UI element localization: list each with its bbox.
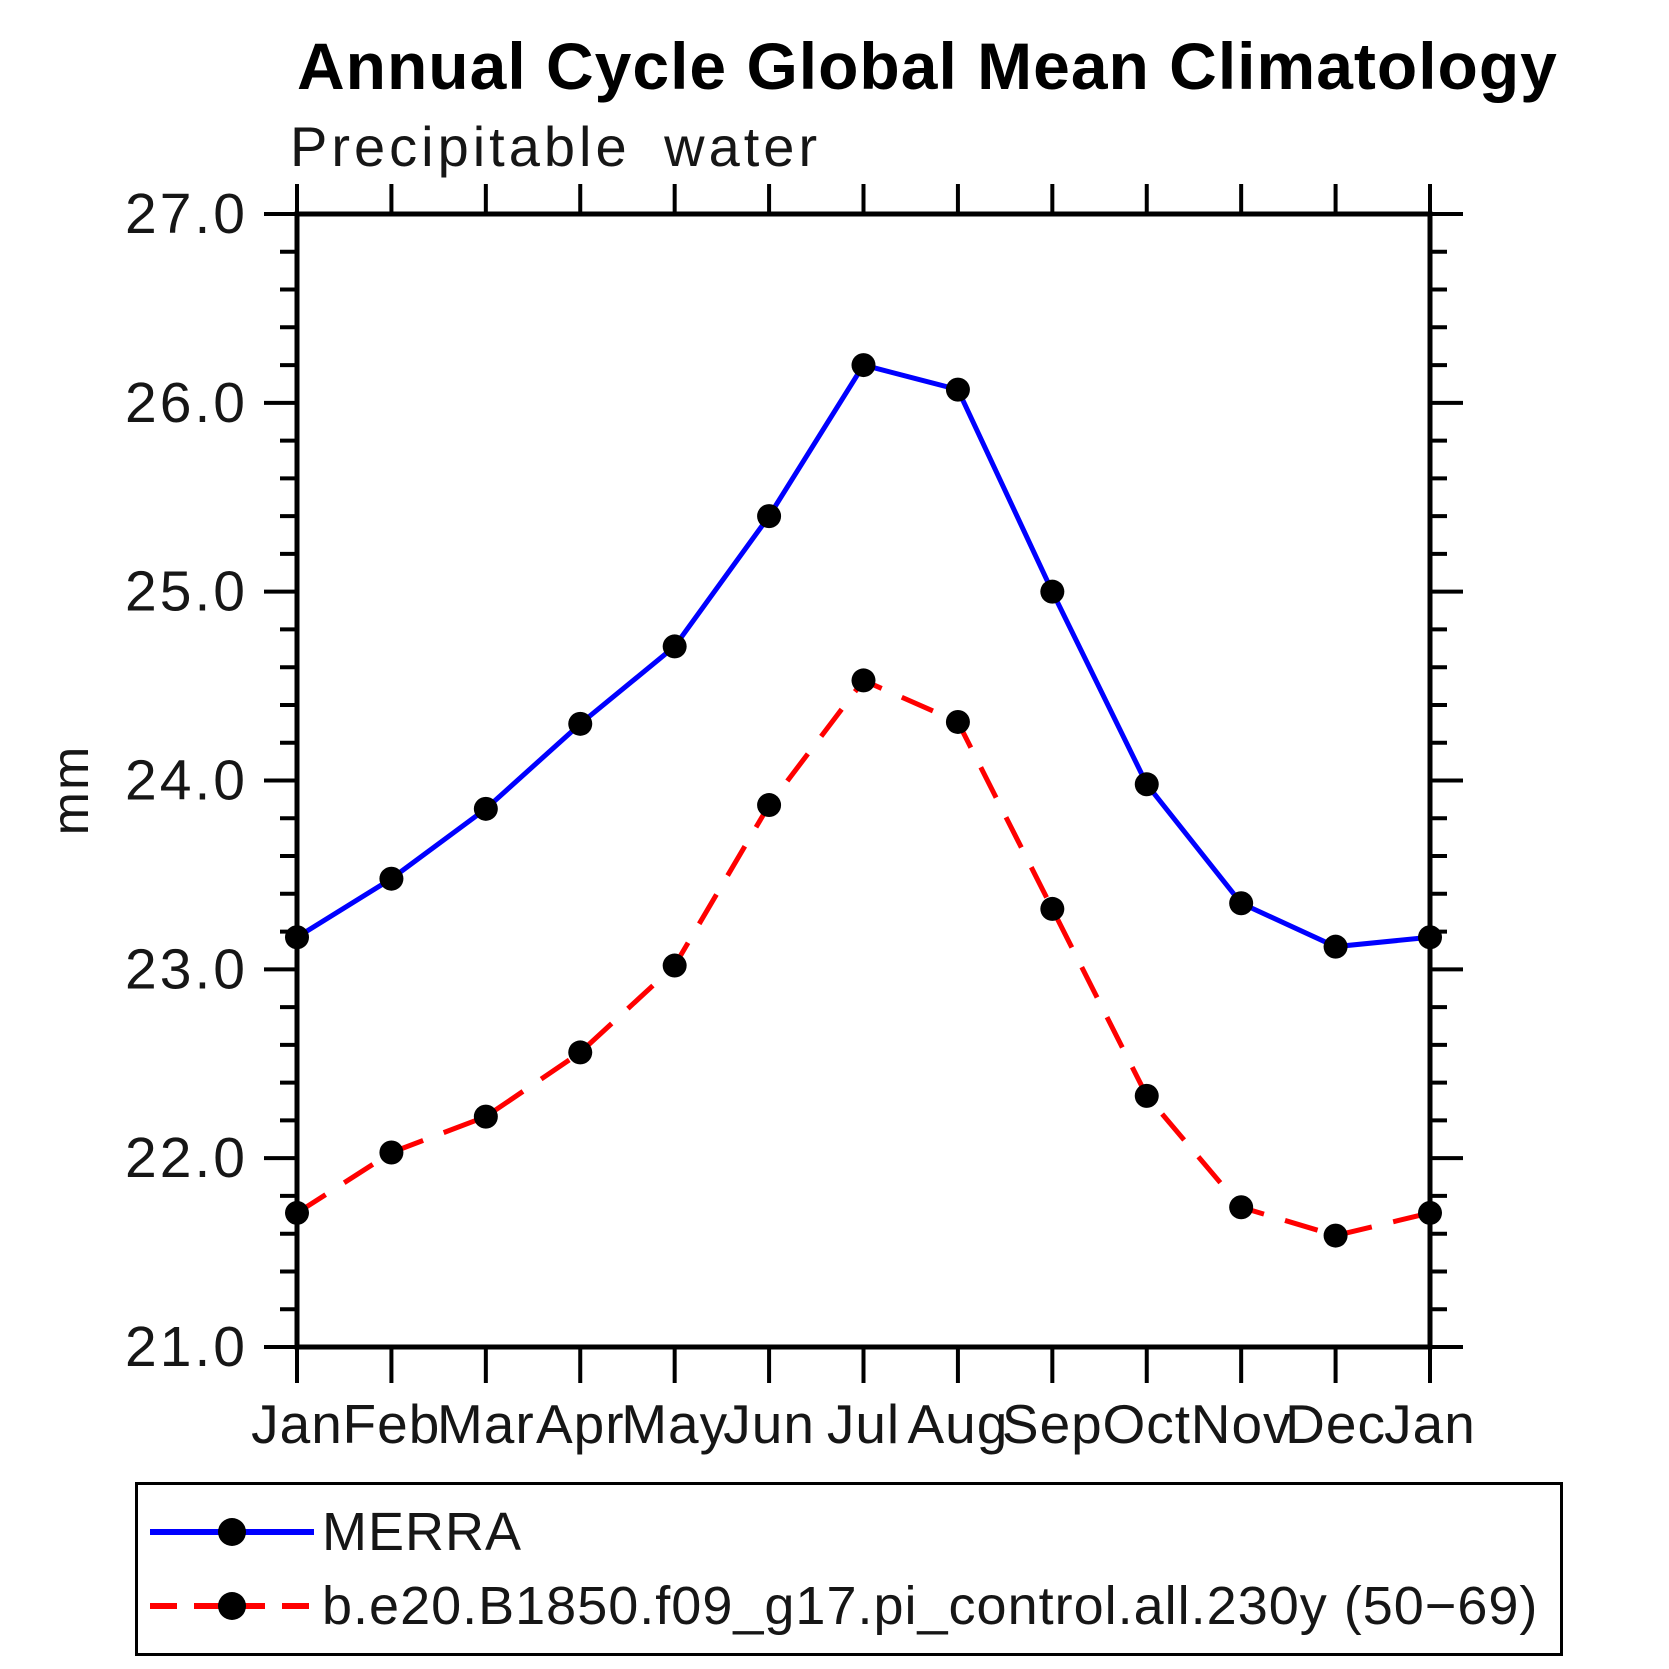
data-point — [662, 953, 687, 978]
y-tick-label: 23.0 — [125, 937, 248, 1001]
data-point — [851, 353, 876, 378]
legend-label-merra: MERRA — [322, 1502, 523, 1562]
legend-item-merra: MERRA — [148, 1505, 1560, 1559]
data-point — [1229, 891, 1254, 916]
x-tick-label: May — [621, 1393, 728, 1455]
data-point — [757, 504, 782, 529]
model-line-sample-icon — [150, 1592, 314, 1620]
x-tick-label: Sep — [1002, 1393, 1103, 1455]
data-point — [1040, 896, 1065, 921]
legend-item-model: b.e20.B1850.f09_g17.pi_control.all.230y … — [148, 1579, 1560, 1633]
data-point — [662, 634, 687, 659]
x-tick-label: Jun — [723, 1393, 815, 1455]
legend-label-model: b.e20.B1850.f09_g17.pi_control.all.230y … — [322, 1576, 1539, 1636]
y-tick-label: 22.0 — [125, 1126, 248, 1190]
data-point — [379, 1140, 404, 1165]
data-point — [945, 709, 970, 734]
data-point — [473, 796, 498, 821]
y-tick-label: 25.0 — [125, 560, 248, 624]
series-line-1 — [295, 677, 1431, 1239]
data-point — [1323, 1223, 1348, 1248]
x-tick-label: Jul — [827, 1393, 900, 1455]
data-point — [1229, 1195, 1254, 1220]
y-axis-label: mm — [42, 745, 100, 836]
data-point — [851, 668, 876, 693]
x-tick-label: Apr — [536, 1393, 625, 1455]
chart-title: Annual Cycle Global Mean Climatology — [297, 29, 1558, 103]
x-tick-label: Nov — [1191, 1393, 1292, 1455]
data-point — [568, 1040, 593, 1065]
chart-subtitle: Precipitable water — [290, 115, 822, 178]
data-point — [473, 1104, 498, 1129]
y-tick-label: 27.0 — [125, 182, 248, 246]
data-point — [285, 925, 309, 950]
data-point — [568, 711, 593, 736]
data-point — [945, 377, 970, 402]
data-point — [1040, 579, 1065, 604]
data-point — [757, 793, 782, 818]
y-tick-label: 24.0 — [125, 749, 248, 813]
y-tick-label: 26.0 — [125, 371, 248, 435]
data-point — [1134, 1083, 1159, 1108]
x-tick-label: Aug — [907, 1393, 1008, 1455]
data-point — [1418, 925, 1442, 950]
data-point — [379, 866, 404, 891]
y-tick-label: 21.0 — [125, 1315, 248, 1379]
legend: MERRA b.e20.B1850.f09_g17.pi_control.all… — [135, 1482, 1563, 1656]
data-point — [1418, 1200, 1442, 1225]
x-tick-label: Dec — [1285, 1393, 1386, 1455]
merra-line-sample-icon — [150, 1518, 314, 1546]
x-tick-label: Jan — [251, 1393, 343, 1455]
data-point — [1323, 934, 1348, 959]
series-line-0 — [295, 362, 1431, 950]
x-tick-label: Oct — [1102, 1393, 1191, 1455]
data-point — [285, 1200, 309, 1225]
x-tick-label: Feb — [343, 1393, 441, 1455]
x-tick-label: Jan — [1384, 1393, 1476, 1455]
x-tick-label: Mar — [437, 1393, 535, 1455]
data-point — [1134, 772, 1159, 797]
plot-frame — [294, 211, 1433, 1350]
